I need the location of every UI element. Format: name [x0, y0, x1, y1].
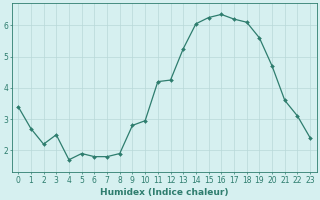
X-axis label: Humidex (Indice chaleur): Humidex (Indice chaleur) — [100, 188, 228, 197]
